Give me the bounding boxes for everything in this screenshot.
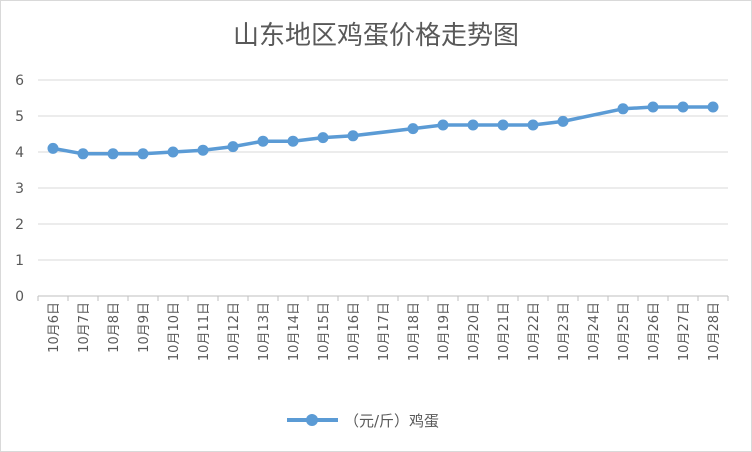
y-axis-ticks: 0 1 2 3 4 5 6 — [15, 73, 24, 305]
data-point — [167, 146, 179, 158]
data-point — [407, 123, 419, 135]
data-point — [437, 119, 449, 131]
legend-marker-swatch — [306, 414, 318, 426]
data-point — [707, 101, 719, 113]
x-tick-label: 10月20日 — [467, 302, 482, 361]
data-point — [677, 101, 689, 113]
data-point — [227, 141, 239, 153]
data-point — [137, 148, 149, 160]
x-tick-label: 10月6日 — [47, 302, 62, 353]
x-tick-label: 10月24日 — [587, 302, 602, 361]
legend: （元/斤）鸡蛋 — [287, 412, 439, 430]
data-point — [617, 103, 629, 115]
x-tick-label: 10月26日 — [647, 302, 662, 361]
y-tick-label: 1 — [15, 253, 24, 269]
x-tick-label: 10月11日 — [197, 302, 212, 361]
grid-lines — [38, 79, 728, 261]
y-tick-label: 2 — [15, 217, 24, 233]
y-tick-label: 5 — [15, 109, 24, 125]
x-tick-label: 10月7日 — [77, 302, 92, 353]
y-tick-label: 6 — [15, 73, 24, 89]
x-tick-label: 10月9日 — [137, 302, 152, 353]
x-tick-label: 10月10日 — [167, 302, 182, 361]
x-axis — [37, 295, 729, 301]
data-point — [197, 144, 209, 156]
x-tick-label: 10月21日 — [497, 302, 512, 361]
x-tick-label: 10月25日 — [617, 302, 632, 361]
x-tick-label: 10月16日 — [347, 302, 362, 361]
chart-title: 山东地区鸡蛋价格走势图 — [233, 21, 519, 51]
x-tick-label: 10月27日 — [677, 302, 692, 361]
x-tick-label: 10月17日 — [377, 302, 392, 361]
data-point — [557, 115, 569, 127]
data-point — [347, 130, 359, 142]
x-tick-label: 10月13日 — [257, 302, 272, 361]
series-layer — [47, 101, 719, 160]
series-line — [51, 105, 715, 156]
y-tick-label: 0 — [15, 289, 24, 305]
data-point — [257, 135, 269, 147]
x-tick-label: 10月23日 — [557, 302, 572, 361]
x-tick-label: 10月18日 — [407, 302, 422, 361]
data-point — [497, 119, 509, 131]
data-point — [317, 132, 329, 144]
y-tick-label: 4 — [15, 145, 24, 161]
x-tick-label: 10月28日 — [707, 302, 722, 361]
data-point — [47, 142, 59, 154]
x-tick-label: 10月22日 — [527, 302, 542, 361]
x-tick-label: 10月15日 — [317, 302, 332, 361]
data-point — [77, 148, 89, 160]
x-tick-label: 10月19日 — [437, 302, 452, 361]
x-tick-label: 10月14日 — [287, 302, 302, 361]
data-point — [647, 101, 659, 113]
x-axis-ticks: 10月6日 10月7日 10月8日 10月9日 10月10日 10月11日 10月12日 10… — [47, 302, 722, 361]
data-point — [527, 119, 539, 131]
data-point — [107, 148, 119, 160]
x-tick-label: 10月8日 — [107, 302, 122, 353]
data-point — [467, 119, 479, 131]
data-point — [287, 135, 299, 147]
y-tick-label: 3 — [15, 181, 24, 197]
legend-label: （元/斤）鸡蛋 — [344, 412, 439, 430]
x-tick-label: 10月12日 — [227, 302, 242, 361]
